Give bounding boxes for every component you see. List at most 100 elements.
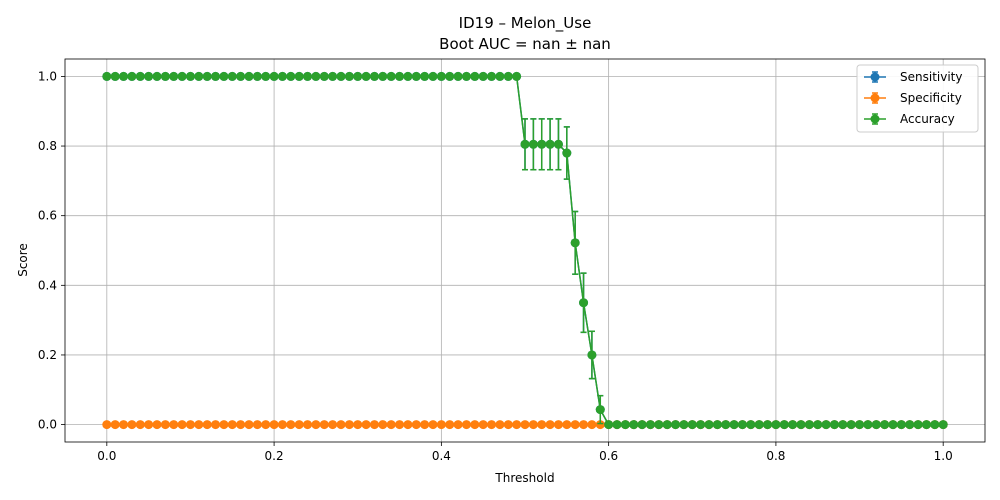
data-point	[428, 71, 438, 81]
data-point	[520, 420, 530, 430]
data-point	[704, 420, 714, 430]
data-point	[378, 71, 388, 81]
data-point	[445, 420, 455, 430]
data-point	[303, 420, 313, 430]
data-point	[804, 420, 814, 430]
data-point	[144, 71, 154, 81]
y-tick-label: 0.4	[38, 278, 57, 292]
data-point	[855, 420, 865, 430]
data-point	[311, 420, 321, 430]
data-point	[537, 420, 547, 430]
data-point	[328, 71, 338, 81]
data-point	[411, 420, 421, 430]
data-point	[696, 420, 706, 430]
data-point	[194, 420, 204, 430]
data-point	[152, 420, 162, 430]
data-point	[227, 420, 237, 430]
series-layer	[102, 71, 948, 430]
data-point	[353, 71, 363, 81]
x-tick-label: 0.6	[599, 449, 618, 463]
data-point	[386, 420, 396, 430]
data-point	[846, 420, 856, 430]
legend-item-specificity: Specificity	[864, 91, 962, 105]
data-point	[587, 350, 597, 360]
data-point	[470, 71, 480, 81]
data-point	[905, 420, 915, 430]
data-point	[277, 420, 287, 430]
data-point	[277, 71, 287, 81]
data-point	[871, 420, 881, 430]
legend-item-accuracy: Accuracy	[864, 112, 955, 126]
data-point	[553, 139, 563, 149]
data-point	[520, 139, 530, 149]
data-point	[303, 71, 313, 81]
data-point	[102, 420, 112, 430]
data-point	[788, 420, 798, 430]
data-point	[453, 71, 463, 81]
data-point	[127, 71, 137, 81]
data-point	[528, 139, 538, 149]
data-point	[169, 71, 179, 81]
data-point	[746, 420, 756, 430]
data-point	[286, 420, 296, 430]
legend-marker	[870, 93, 880, 103]
data-point	[344, 71, 354, 81]
data-point	[261, 420, 271, 430]
data-point	[930, 420, 940, 430]
legend-item-sensitivity: Sensitivity	[864, 70, 962, 84]
data-point	[110, 71, 120, 81]
data-point	[771, 420, 781, 430]
x-tick-label: 0.0	[97, 449, 116, 463]
data-point	[512, 71, 522, 81]
data-point	[311, 71, 321, 81]
data-point	[587, 420, 597, 430]
data-point	[261, 71, 271, 81]
data-point	[152, 71, 162, 81]
data-point	[395, 420, 405, 430]
data-point	[211, 71, 221, 81]
data-point	[896, 420, 906, 430]
data-point	[737, 420, 747, 430]
data-point	[570, 238, 580, 248]
x-tick-label: 0.2	[265, 449, 284, 463]
data-point	[219, 420, 229, 430]
data-point	[495, 71, 505, 81]
data-point	[436, 420, 446, 430]
data-point	[378, 420, 388, 430]
data-point	[503, 71, 513, 81]
legend-label: Accuracy	[900, 112, 955, 126]
data-point	[654, 420, 664, 430]
data-point	[645, 420, 655, 430]
data-point	[127, 420, 137, 430]
data-point	[478, 420, 488, 430]
data-point	[813, 420, 823, 430]
y-axis-label: Score	[16, 243, 30, 277]
data-point	[369, 71, 379, 81]
data-point	[177, 420, 187, 430]
data-point	[687, 420, 697, 430]
data-point	[177, 71, 187, 81]
data-point	[888, 420, 898, 430]
plot-area-frame	[64, 58, 986, 443]
data-point	[395, 71, 405, 81]
data-point	[595, 420, 605, 430]
data-point	[445, 71, 455, 81]
data-point	[595, 405, 605, 415]
data-point	[679, 420, 689, 430]
data-point	[336, 71, 346, 81]
x-tick-label: 0.8	[766, 449, 785, 463]
data-point	[403, 71, 413, 81]
y-tick-label: 0.2	[38, 348, 57, 362]
data-point	[579, 420, 589, 430]
chart-subtitle: Boot AUC = nan ± nan	[439, 35, 611, 53]
data-point	[545, 420, 555, 430]
data-point	[612, 420, 622, 430]
data-point	[528, 420, 538, 430]
data-point	[119, 420, 129, 430]
data-point	[194, 71, 204, 81]
data-point	[478, 71, 488, 81]
legend-marker	[870, 114, 880, 124]
data-point	[353, 420, 363, 430]
data-point	[211, 420, 221, 430]
data-point	[503, 420, 513, 430]
